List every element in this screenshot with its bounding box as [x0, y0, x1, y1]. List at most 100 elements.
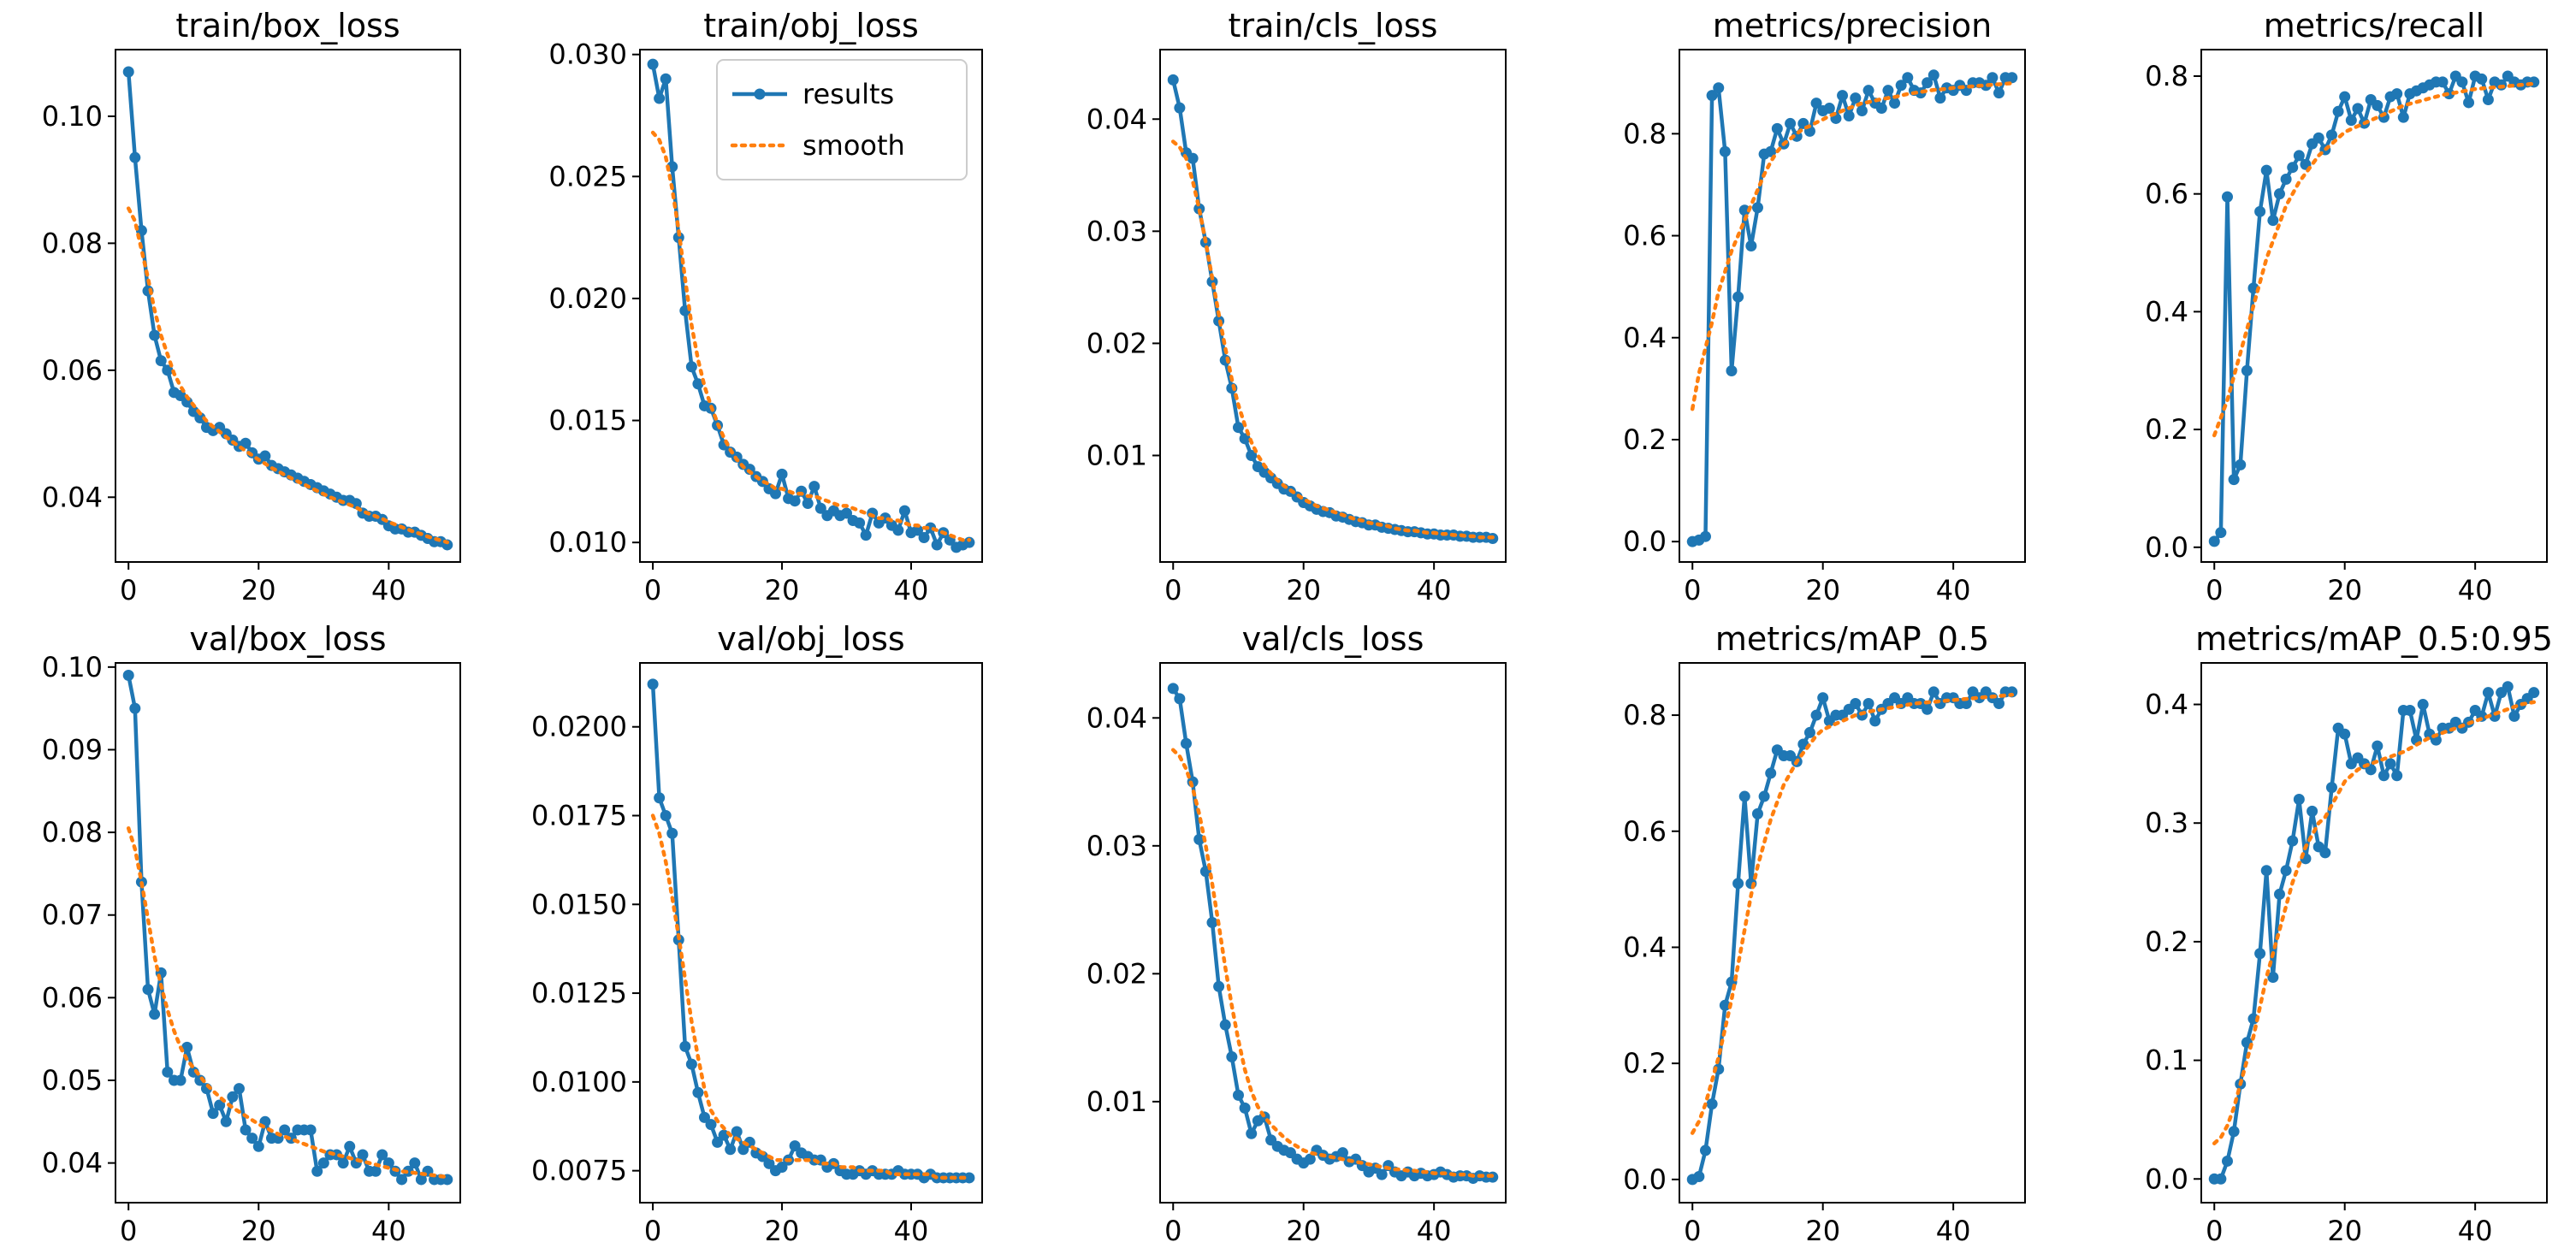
x-tick-label: 40 — [371, 574, 406, 606]
y-tick-label: 0.05 — [42, 1064, 103, 1097]
results-point — [331, 1149, 343, 1161]
results-point — [357, 1149, 369, 1161]
results-point — [2208, 535, 2220, 547]
results-point — [194, 412, 206, 424]
x-tick-label: 20 — [1805, 1215, 1840, 1247]
results-point — [233, 1083, 245, 1095]
results-point — [698, 1111, 710, 1123]
y-tick-label: 0.8 — [1623, 117, 1667, 150]
x-tick-label: 20 — [241, 574, 276, 606]
y-tick-label: 0.01 — [1087, 1085, 1147, 1118]
results-point — [2365, 764, 2377, 776]
results-point — [841, 507, 853, 519]
subplot-metrics-map-0-5-0-95: metrics/mAP_0.5:0.95 0 20 40 0.0 0.1 0.2 0.3 0.4 — [2145, 620, 2553, 1247]
results-point — [692, 1086, 704, 1098]
smooth-line — [1690, 81, 2015, 411]
results-point — [409, 1157, 421, 1169]
results-point — [129, 702, 141, 714]
results-point — [2260, 164, 2272, 176]
x-tick-label: 40 — [1417, 1215, 1452, 1247]
results-point — [337, 1157, 349, 1169]
y-tick-label: 0.6 — [1623, 815, 1667, 848]
results-point — [2372, 99, 2384, 111]
results-point — [1193, 833, 1205, 845]
subplot-metrics-precision: metrics/precision 0 20 40 0.0 0.2 0.4 0.6 0.8 — [1623, 7, 2026, 606]
results-point — [2221, 1155, 2233, 1167]
axes-frame — [115, 662, 461, 1204]
results-point — [2476, 73, 2488, 85]
results-point — [2417, 699, 2429, 711]
results-point — [162, 364, 174, 376]
results-point — [1726, 364, 1738, 376]
results-point — [2267, 215, 2279, 227]
y-tick-label: 0.02 — [1087, 327, 1147, 359]
x-tick-label: 20 — [1286, 1215, 1321, 1247]
results-point — [712, 1136, 724, 1148]
results-point — [1206, 917, 1218, 929]
results-point — [311, 1165, 323, 1177]
legend-results-marker — [754, 88, 766, 100]
results-point — [1889, 98, 1901, 109]
x-tick-label: 20 — [2327, 574, 2362, 606]
results-point — [246, 1133, 258, 1144]
legend-smooth-label: smooth — [802, 129, 905, 162]
smooth-line — [1170, 139, 1495, 540]
results-point — [1699, 1144, 1711, 1156]
y-tick-label: 0.010 — [548, 526, 627, 559]
results-point — [1785, 117, 1797, 129]
y-tick-label: 0.020 — [548, 282, 627, 315]
results-point — [370, 1165, 382, 1177]
results-point — [2287, 835, 2299, 847]
results-point — [2221, 191, 2233, 203]
x-tick-label: 20 — [765, 574, 800, 606]
results-point — [149, 1008, 161, 1020]
results-point — [647, 58, 659, 70]
results-point — [1751, 807, 1763, 819]
x-tick-label: 0 — [120, 574, 137, 606]
results-point — [1850, 92, 1862, 104]
results-point — [259, 450, 271, 462]
results-point — [1745, 240, 1757, 251]
results-point — [1246, 449, 1258, 461]
smooth-line — [1690, 693, 2015, 1135]
results-point — [2378, 770, 2389, 782]
axes-frame — [2200, 662, 2548, 1204]
x-tick-label: 0 — [644, 574, 661, 606]
results-point — [1751, 202, 1763, 214]
y-tick-label: 0.06 — [42, 354, 103, 387]
results-point — [2235, 458, 2247, 470]
results-point — [1174, 693, 1186, 705]
results-point — [763, 1157, 775, 1169]
results-point — [2273, 188, 2285, 200]
results-point — [1232, 1089, 1244, 1101]
y-tick-label: 0.0175 — [531, 800, 627, 832]
results-point — [2287, 162, 2299, 174]
results-point — [1928, 686, 1939, 698]
subplot-val-cls-loss: val/cls_loss 0 20 40 0.01 0.02 0.03 0.04 — [1087, 620, 1507, 1247]
results-point — [2397, 111, 2409, 123]
x-tick-label: 20 — [241, 1215, 276, 1247]
y-tick-label: 0.03 — [1087, 830, 1147, 862]
subplot-title: train/obj_loss — [703, 7, 919, 44]
results-point — [1706, 90, 1718, 102]
results-point — [2293, 793, 2305, 805]
results-point — [317, 1157, 329, 1169]
results-point — [918, 531, 930, 543]
x-tick-label: 20 — [1286, 574, 1321, 606]
y-tick-label: 0.1 — [2145, 1044, 2188, 1077]
y-tick-label: 0.0075 — [531, 1155, 627, 1187]
subplot-title: metrics/recall — [2264, 7, 2484, 44]
results-point — [898, 505, 910, 517]
legend-box — [716, 59, 968, 180]
results-point — [2325, 129, 2337, 141]
y-tick-label: 0.07 — [42, 899, 103, 932]
results-point — [2325, 782, 2337, 794]
legend: results smooth — [716, 59, 968, 180]
results-point — [679, 1040, 691, 1052]
y-tick-label: 0.4 — [1623, 322, 1667, 354]
results-point — [1765, 145, 1777, 157]
results-point — [654, 792, 666, 804]
axes-frame — [2200, 49, 2548, 563]
results-point — [2241, 364, 2253, 376]
subplot-val-obj-loss: val/obj_loss 0 20 40 0.0075 0.0100 0.0125 0.015… — [531, 620, 983, 1247]
